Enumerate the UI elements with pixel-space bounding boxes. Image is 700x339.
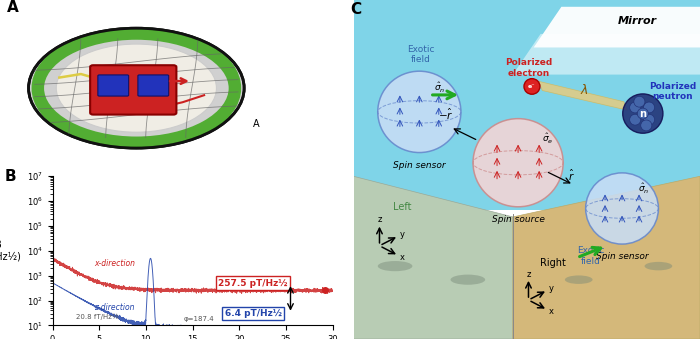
- Text: 6.4 pT/Hz½: 6.4 pT/Hz½: [225, 309, 281, 318]
- Text: $\hat{\sigma}_n$: $\hat{\sigma}_n$: [435, 80, 446, 95]
- Ellipse shape: [378, 261, 412, 271]
- Text: A: A: [7, 0, 19, 15]
- Text: x: x: [400, 253, 405, 262]
- Polygon shape: [539, 81, 627, 110]
- Text: 257.5 pT/Hz½: 257.5 pT/Hz½: [218, 279, 288, 288]
- Text: Exotic
field: Exotic field: [577, 246, 605, 266]
- Text: n: n: [639, 108, 646, 119]
- FancyBboxPatch shape: [98, 75, 129, 96]
- Polygon shape: [354, 176, 513, 339]
- Text: $\lambda$: $\lambda$: [580, 83, 588, 97]
- Text: Spin sensor: Spin sensor: [393, 161, 446, 170]
- Text: C: C: [350, 2, 361, 17]
- Polygon shape: [533, 7, 700, 47]
- Circle shape: [640, 120, 652, 131]
- Text: Spin source: Spin source: [491, 215, 545, 224]
- Polygon shape: [513, 34, 700, 75]
- Circle shape: [630, 114, 640, 125]
- Polygon shape: [354, 0, 700, 210]
- Circle shape: [473, 119, 563, 207]
- Text: Spin sensor: Spin sensor: [596, 252, 648, 261]
- FancyBboxPatch shape: [90, 65, 176, 115]
- Text: z: z: [526, 270, 531, 279]
- Text: e⁻: e⁻: [528, 84, 536, 89]
- Text: $\hat{\sigma}_n$: $\hat{\sigma}_n$: [638, 182, 650, 196]
- Circle shape: [634, 96, 645, 107]
- Circle shape: [643, 102, 655, 113]
- Ellipse shape: [56, 44, 216, 132]
- Circle shape: [586, 173, 659, 244]
- Text: $-\hat{r}$: $-\hat{r}$: [438, 107, 453, 122]
- Y-axis label: B
(pT/Hz½): B (pT/Hz½): [0, 240, 21, 262]
- Text: y: y: [549, 284, 554, 293]
- Ellipse shape: [29, 28, 244, 148]
- Text: A: A: [253, 119, 260, 129]
- Text: φ=187.4: φ=187.4: [183, 316, 214, 322]
- Text: B: B: [5, 169, 17, 184]
- Ellipse shape: [451, 275, 485, 285]
- Text: y: y: [400, 230, 405, 239]
- Circle shape: [637, 108, 648, 119]
- Circle shape: [643, 114, 655, 125]
- Text: Left: Left: [393, 202, 412, 212]
- Text: Mirror: Mirror: [618, 16, 657, 26]
- Text: z-direction: z-direction: [94, 303, 135, 313]
- Text: $\hat{r}$: $\hat{r}$: [568, 168, 575, 183]
- FancyBboxPatch shape: [138, 75, 169, 96]
- Polygon shape: [513, 176, 700, 339]
- Circle shape: [524, 79, 540, 94]
- Ellipse shape: [645, 262, 672, 271]
- Text: Right: Right: [540, 258, 566, 268]
- Text: $\hat{\sigma}_e$: $\hat{\sigma}_e$: [542, 132, 553, 145]
- Text: z: z: [377, 215, 382, 224]
- Ellipse shape: [565, 275, 593, 284]
- Text: x: x: [549, 307, 554, 316]
- Text: x-direction: x-direction: [94, 259, 136, 268]
- Circle shape: [630, 102, 640, 113]
- Circle shape: [623, 94, 663, 133]
- Circle shape: [378, 71, 461, 153]
- Text: 20.8 fT/Hz½: 20.8 fT/Hz½: [76, 314, 118, 320]
- Text: Exotic
field: Exotic field: [407, 44, 435, 64]
- Text: Polarized
electron: Polarized electron: [505, 58, 552, 78]
- Text: Polarized
neutron: Polarized neutron: [649, 82, 696, 101]
